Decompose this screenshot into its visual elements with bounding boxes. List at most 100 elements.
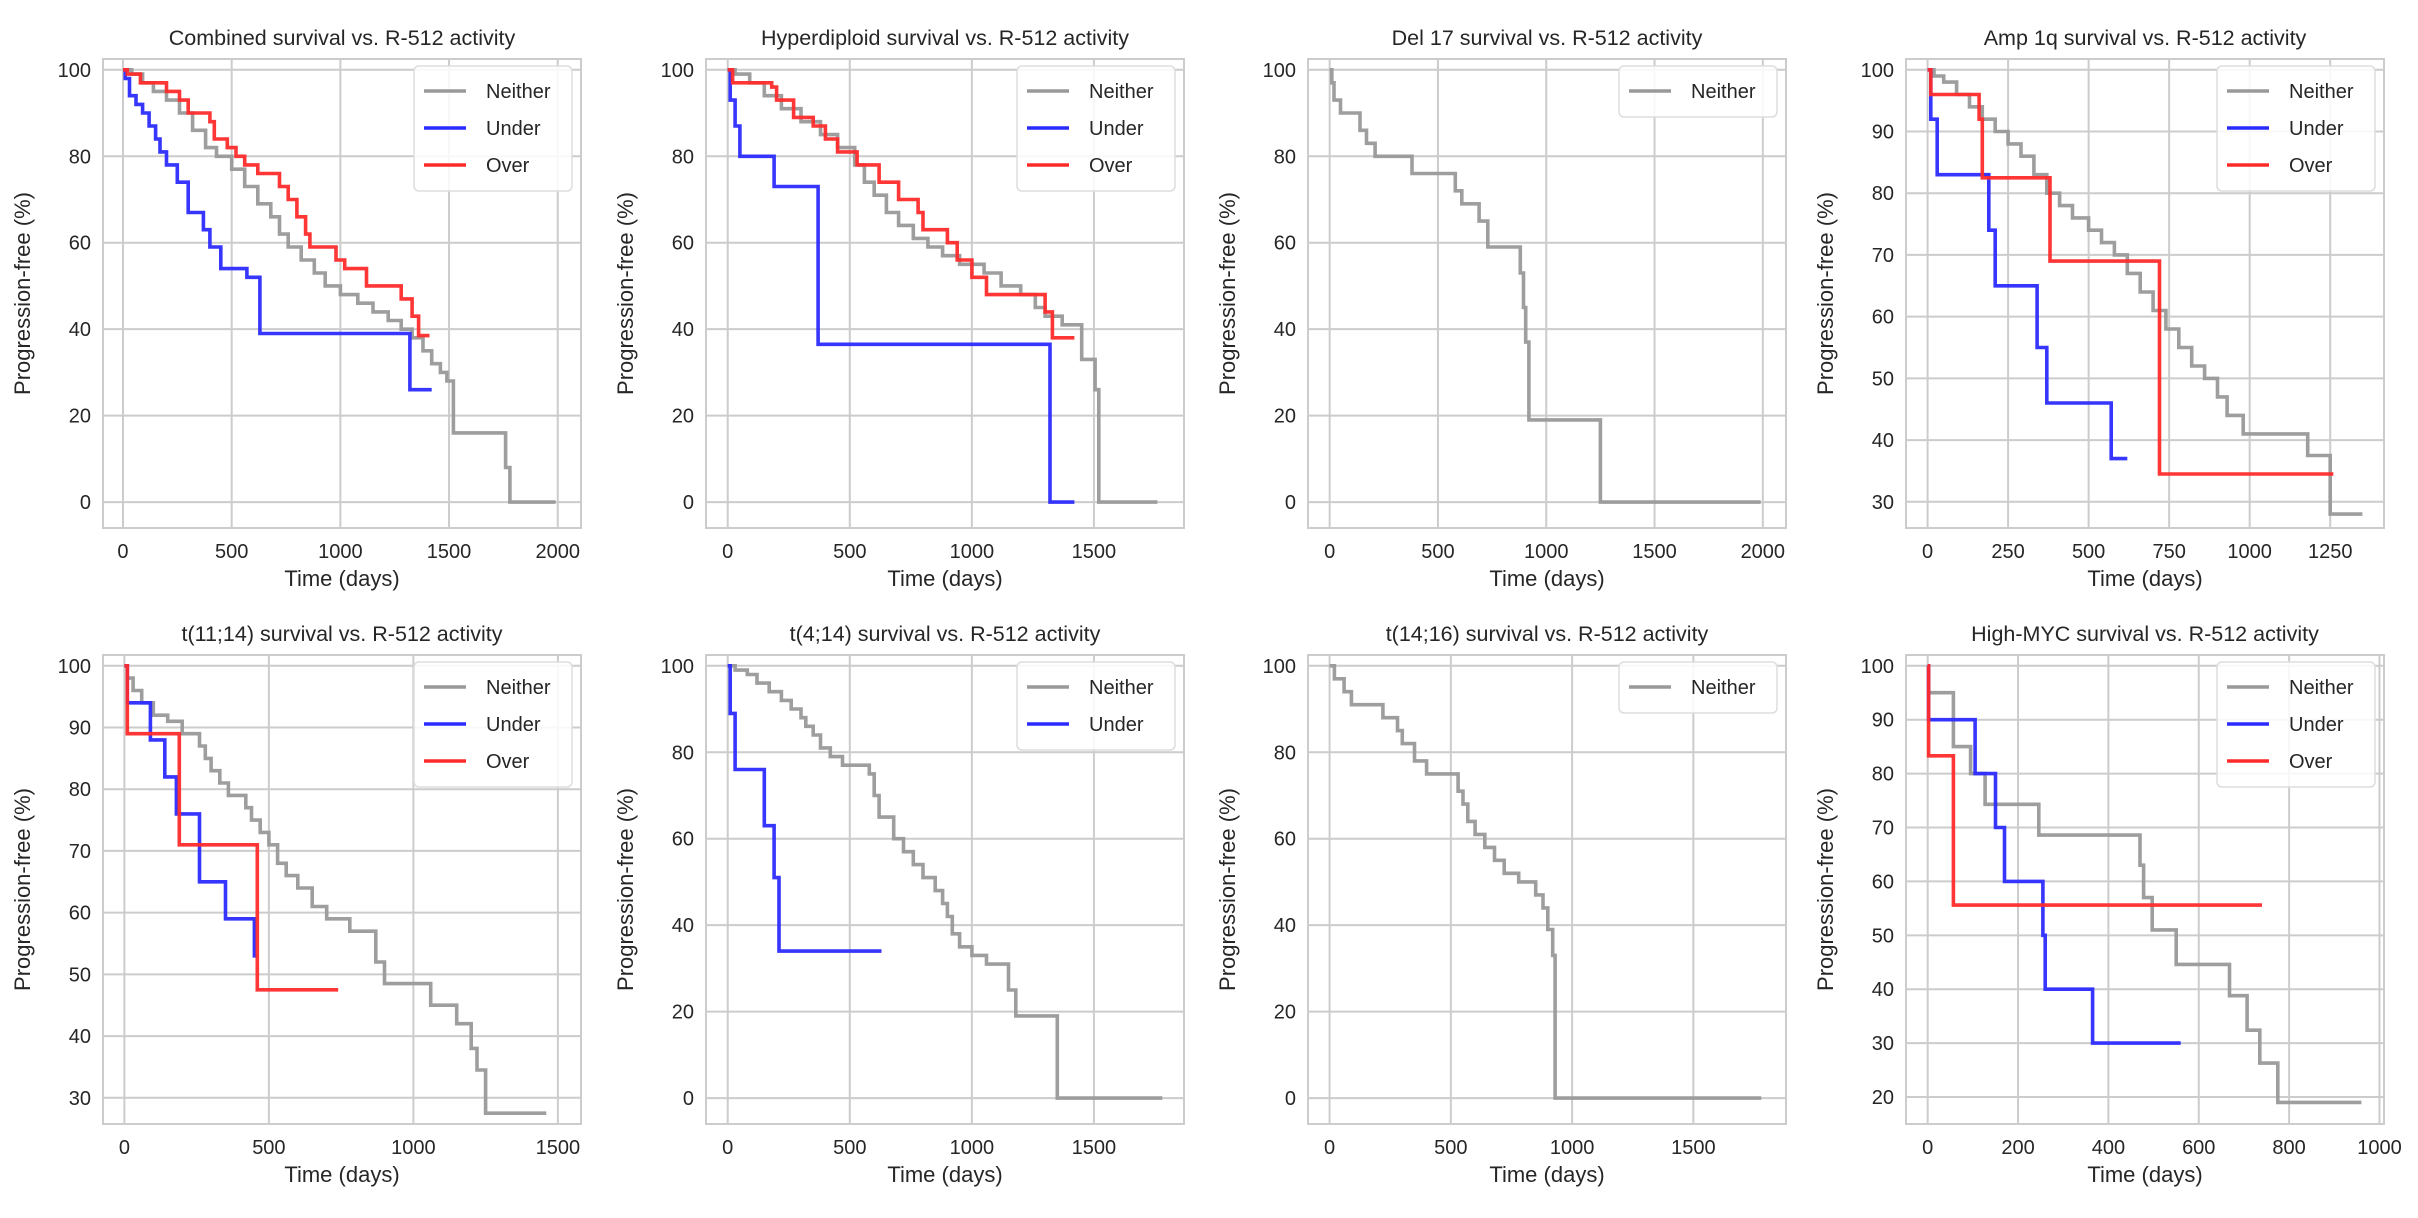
x-tick-label: 1000 [950, 1137, 995, 1159]
y-tick-label: 40 [69, 319, 91, 341]
y-tick-label: 100 [58, 656, 91, 678]
series-line-neither [1329, 664, 1762, 1100]
chart-panel: 0 500 1000 1500 2000 0 20 40 60 80 100 Del 17 survi… [1215, 26, 1787, 591]
y-tick-label: 20 [1274, 406, 1296, 428]
x-tick-label: 800 [2272, 1137, 2305, 1159]
legend-box [1016, 661, 1176, 751]
chart-title: t(11;14) survival vs. R-512 activity [181, 622, 502, 646]
y-tick-label: 100 [58, 60, 91, 82]
legend: Neither Under Over [1016, 65, 1176, 192]
chart-panel: 0 500 1000 1500 30 40 50 60 70 80 90 100 t(11;14) su… [10, 622, 582, 1187]
y-tick-label: 0 [1285, 492, 1296, 514]
y-tick-label: 80 [69, 779, 91, 801]
y-tick-label: 100 [1263, 60, 1296, 82]
y-tick-label: 40 [1274, 319, 1296, 341]
x-tick-label: 500 [252, 1137, 285, 1159]
y-axis-label: Progression-free (%) [613, 192, 638, 395]
legend: Neither Under Over [2216, 661, 2376, 788]
y-axis-label: Progression-free (%) [1215, 192, 1240, 395]
axes-frame [705, 58, 1185, 529]
y-tick-label: 100 [1263, 656, 1296, 678]
x-tick-label: 0 [117, 541, 128, 563]
x-tick-label: 500 [833, 1137, 866, 1159]
legend: Neither [1618, 65, 1778, 118]
y-tick-label: 0 [683, 492, 694, 514]
y-tick-label: 100 [661, 60, 694, 82]
axes-frame [1307, 58, 1787, 529]
axes-frame [1307, 654, 1787, 1125]
y-tick-label: 100 [1861, 60, 1894, 82]
legend-label: Under [2289, 118, 2344, 140]
y-tick-label: 0 [80, 492, 91, 514]
y-tick-label: 40 [672, 319, 694, 341]
x-tick-label: 0 [1922, 1137, 1933, 1159]
x-tick-label: 0 [1324, 1137, 1335, 1159]
chart-title: Hyperdiploid survival vs. R-512 activity [761, 26, 1129, 50]
x-axis-label: Time (days) [2087, 566, 2202, 591]
x-tick-label: 0 [722, 1137, 733, 1159]
series-line-under [123, 68, 432, 392]
y-tick-label: 90 [1872, 710, 1894, 732]
y-tick-label: 70 [1872, 245, 1894, 267]
series-line-neither [1927, 68, 2363, 516]
y-tick-label: 60 [672, 233, 694, 255]
series-line-neither [1329, 68, 1761, 504]
y-tick-label: 20 [672, 1002, 694, 1024]
legend-box [2216, 65, 2376, 192]
x-tick-label: 1500 [427, 541, 472, 563]
series-line-over [727, 68, 1075, 340]
y-tick-label: 30 [1872, 1033, 1894, 1055]
legend-label: Neither [2289, 81, 2354, 103]
x-tick-label: 1000 [391, 1137, 436, 1159]
axes-frame [1905, 58, 2385, 529]
chart-panel: 0 500 1000 1500 0 20 40 60 80 100 t(14;16) surviva… [1215, 622, 1787, 1187]
y-tick-label: 80 [672, 742, 694, 764]
y-tick-label: 80 [69, 146, 91, 168]
chart-title: t(14;16) survival vs. R-512 activity [1386, 622, 1709, 646]
legend-box [413, 65, 573, 192]
y-tick-label: 100 [661, 656, 694, 678]
series-line-under [727, 68, 1075, 504]
legend-label: Under [2289, 714, 2344, 736]
chart-title: t(4;14) survival vs. R-512 activity [790, 622, 1101, 646]
y-tick-label: 40 [672, 915, 694, 937]
legend-label: Over [1089, 155, 1133, 177]
x-tick-label: 0 [1922, 541, 1933, 563]
x-tick-label: 0 [1324, 541, 1335, 563]
chart-title: High-MYC survival vs. R-512 activity [1971, 622, 2319, 646]
legend: Neither Under [1016, 661, 1176, 751]
series-line-under [124, 664, 258, 958]
legend: Neither Under Over [413, 65, 573, 192]
series-line-over [1927, 68, 2334, 476]
chart-panel: 0 250 500 750 1000 1250 30 40 50 60 70 80 90 100 Amp 1… [1813, 26, 2385, 591]
legend-label: Over [2289, 751, 2333, 773]
legend: Neither Under Over [2216, 65, 2376, 192]
y-axis-label: Progression-free (%) [1813, 788, 1838, 991]
x-tick-label: 1000 [1550, 1137, 1595, 1159]
y-tick-label: 60 [1872, 871, 1894, 893]
y-tick-label: 0 [683, 1088, 694, 1110]
legend-label: Over [486, 155, 530, 177]
legend-label: Under [1089, 118, 1144, 140]
y-tick-label: 20 [672, 406, 694, 428]
y-tick-label: 40 [69, 1026, 91, 1048]
x-tick-label: 500 [1434, 1137, 1467, 1159]
legend-label: Over [2289, 155, 2333, 177]
axes-frame [705, 654, 1185, 1125]
y-axis-label: Progression-free (%) [10, 192, 35, 395]
y-tick-label: 40 [1274, 915, 1296, 937]
y-axis-label: Progression-free (%) [1813, 192, 1838, 395]
x-tick-label: 1500 [536, 1137, 581, 1159]
axes-frame [102, 58, 582, 529]
legend-label: Neither [1691, 81, 1756, 103]
series-line-over [1926, 664, 2262, 907]
x-axis-label: Time (days) [887, 1162, 1002, 1187]
x-axis-label: Time (days) [284, 1162, 399, 1187]
x-tick-label: 1000 [318, 541, 363, 563]
chart-panel: 0 500 1000 1500 0 20 40 60 80 100 Hyperdiploid sur… [613, 26, 1185, 591]
y-tick-label: 80 [672, 146, 694, 168]
y-tick-label: 20 [1872, 1087, 1894, 1109]
y-tick-label: 40 [1872, 430, 1894, 452]
y-tick-label: 30 [69, 1088, 91, 1110]
